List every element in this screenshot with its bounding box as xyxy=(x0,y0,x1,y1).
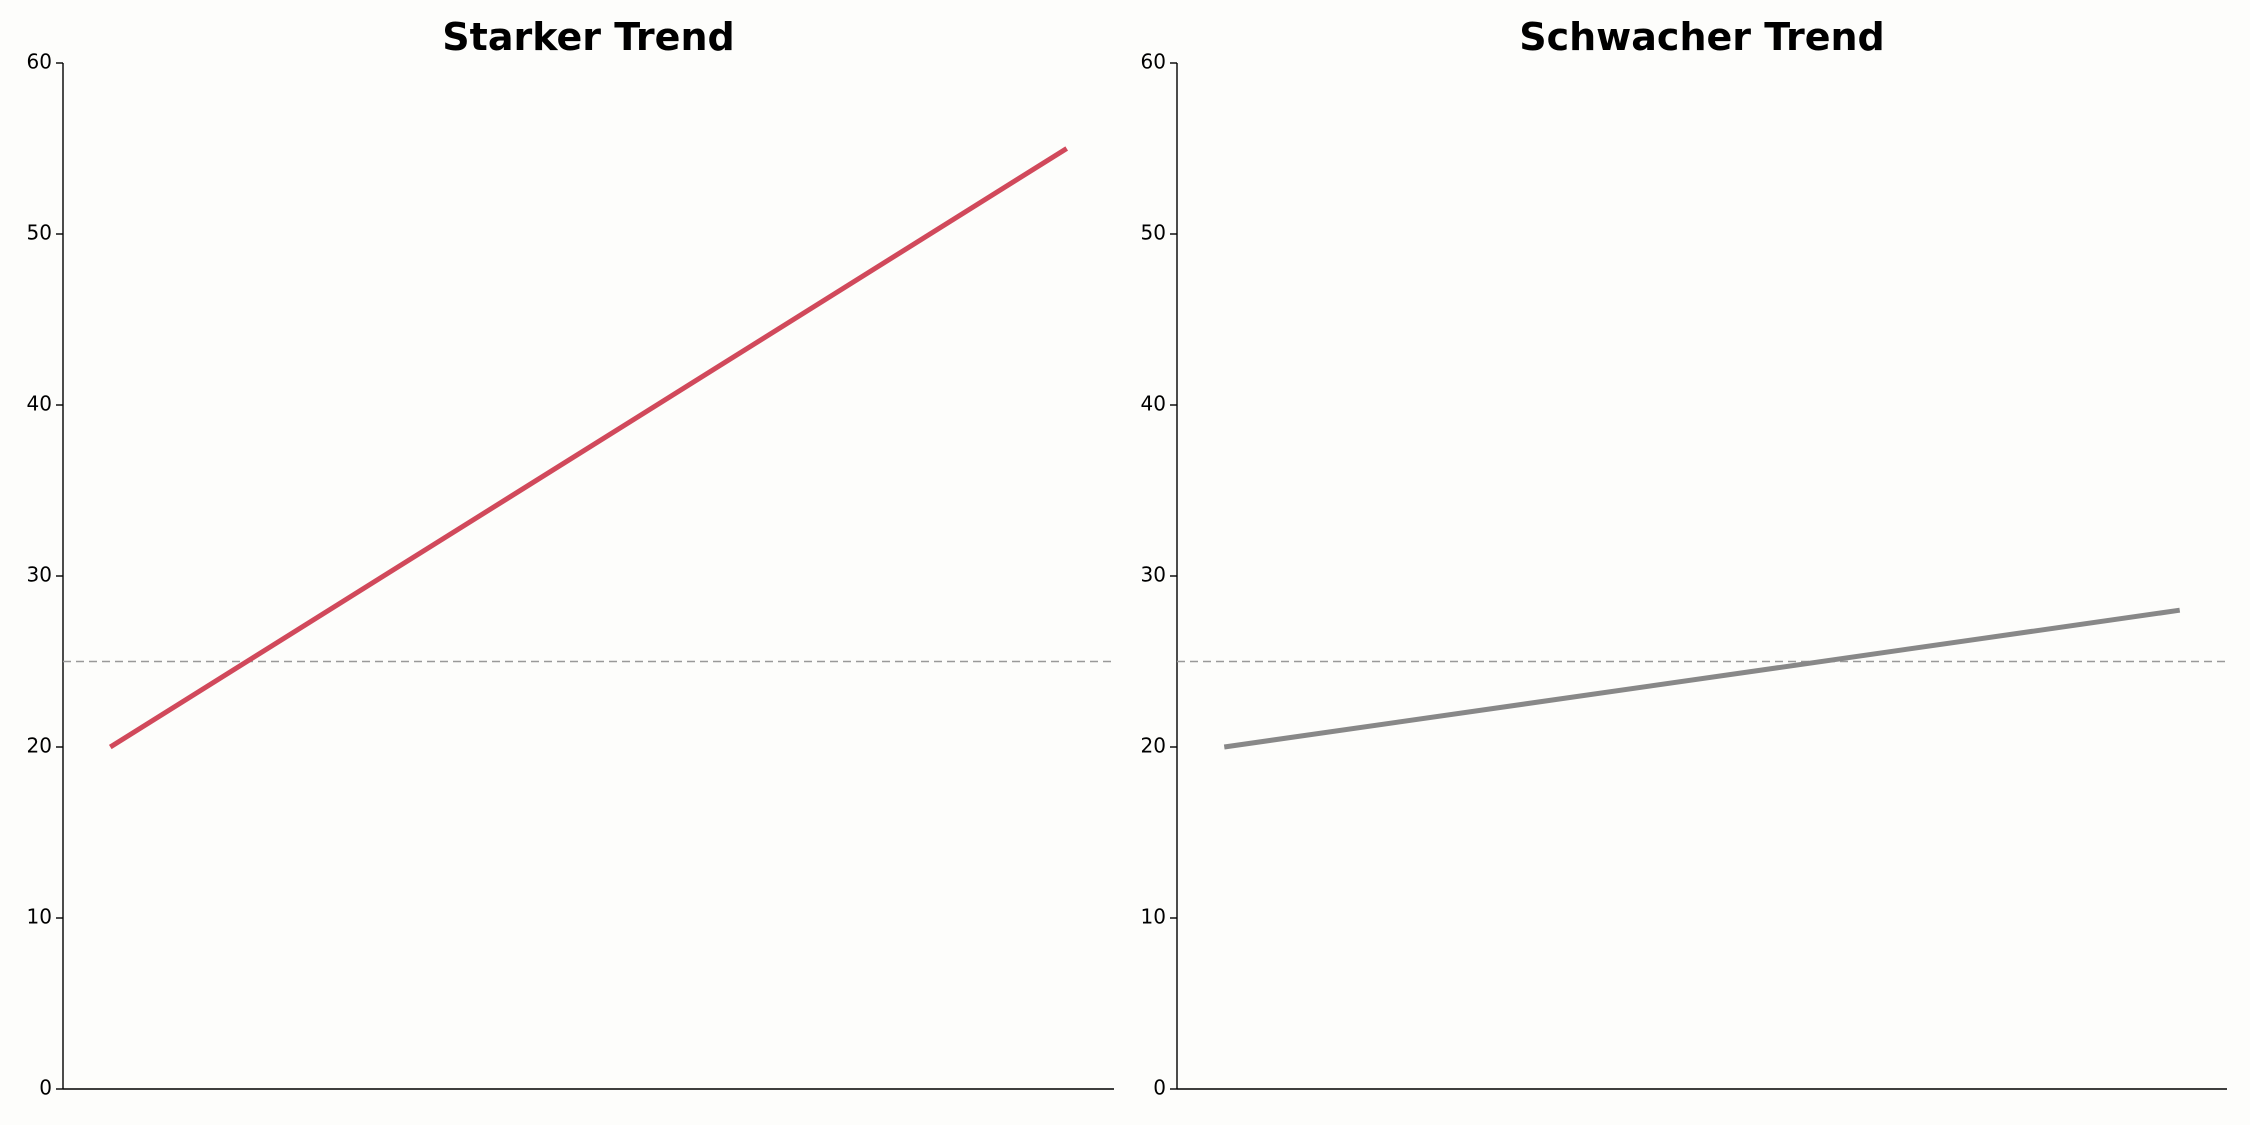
y-tick-label: 50 xyxy=(1141,221,1166,245)
trend-line xyxy=(1223,607,2181,750)
y-tick-label: 40 xyxy=(1141,392,1166,416)
y-tick-label: 0 xyxy=(39,1076,52,1100)
y-tick-label: 60 xyxy=(27,50,52,74)
chart-title: Starker Trend xyxy=(442,15,734,59)
chart-title: Schwacher Trend xyxy=(1519,15,1885,59)
y-tick-label: 0 xyxy=(1153,1076,1166,1100)
y-tick-label: 10 xyxy=(27,905,52,929)
y-tick-label: 50 xyxy=(27,221,52,245)
y-tick-label: 30 xyxy=(27,563,52,587)
y-tick-label: 10 xyxy=(1141,905,1166,929)
trend-line xyxy=(108,146,1069,750)
y-tick-label: 40 xyxy=(27,392,52,416)
y-tick-label: 60 xyxy=(1141,50,1166,74)
y-tick-label: 30 xyxy=(1141,563,1166,587)
y-tick-label: 20 xyxy=(1141,734,1166,758)
y-tick-label: 20 xyxy=(27,734,52,758)
